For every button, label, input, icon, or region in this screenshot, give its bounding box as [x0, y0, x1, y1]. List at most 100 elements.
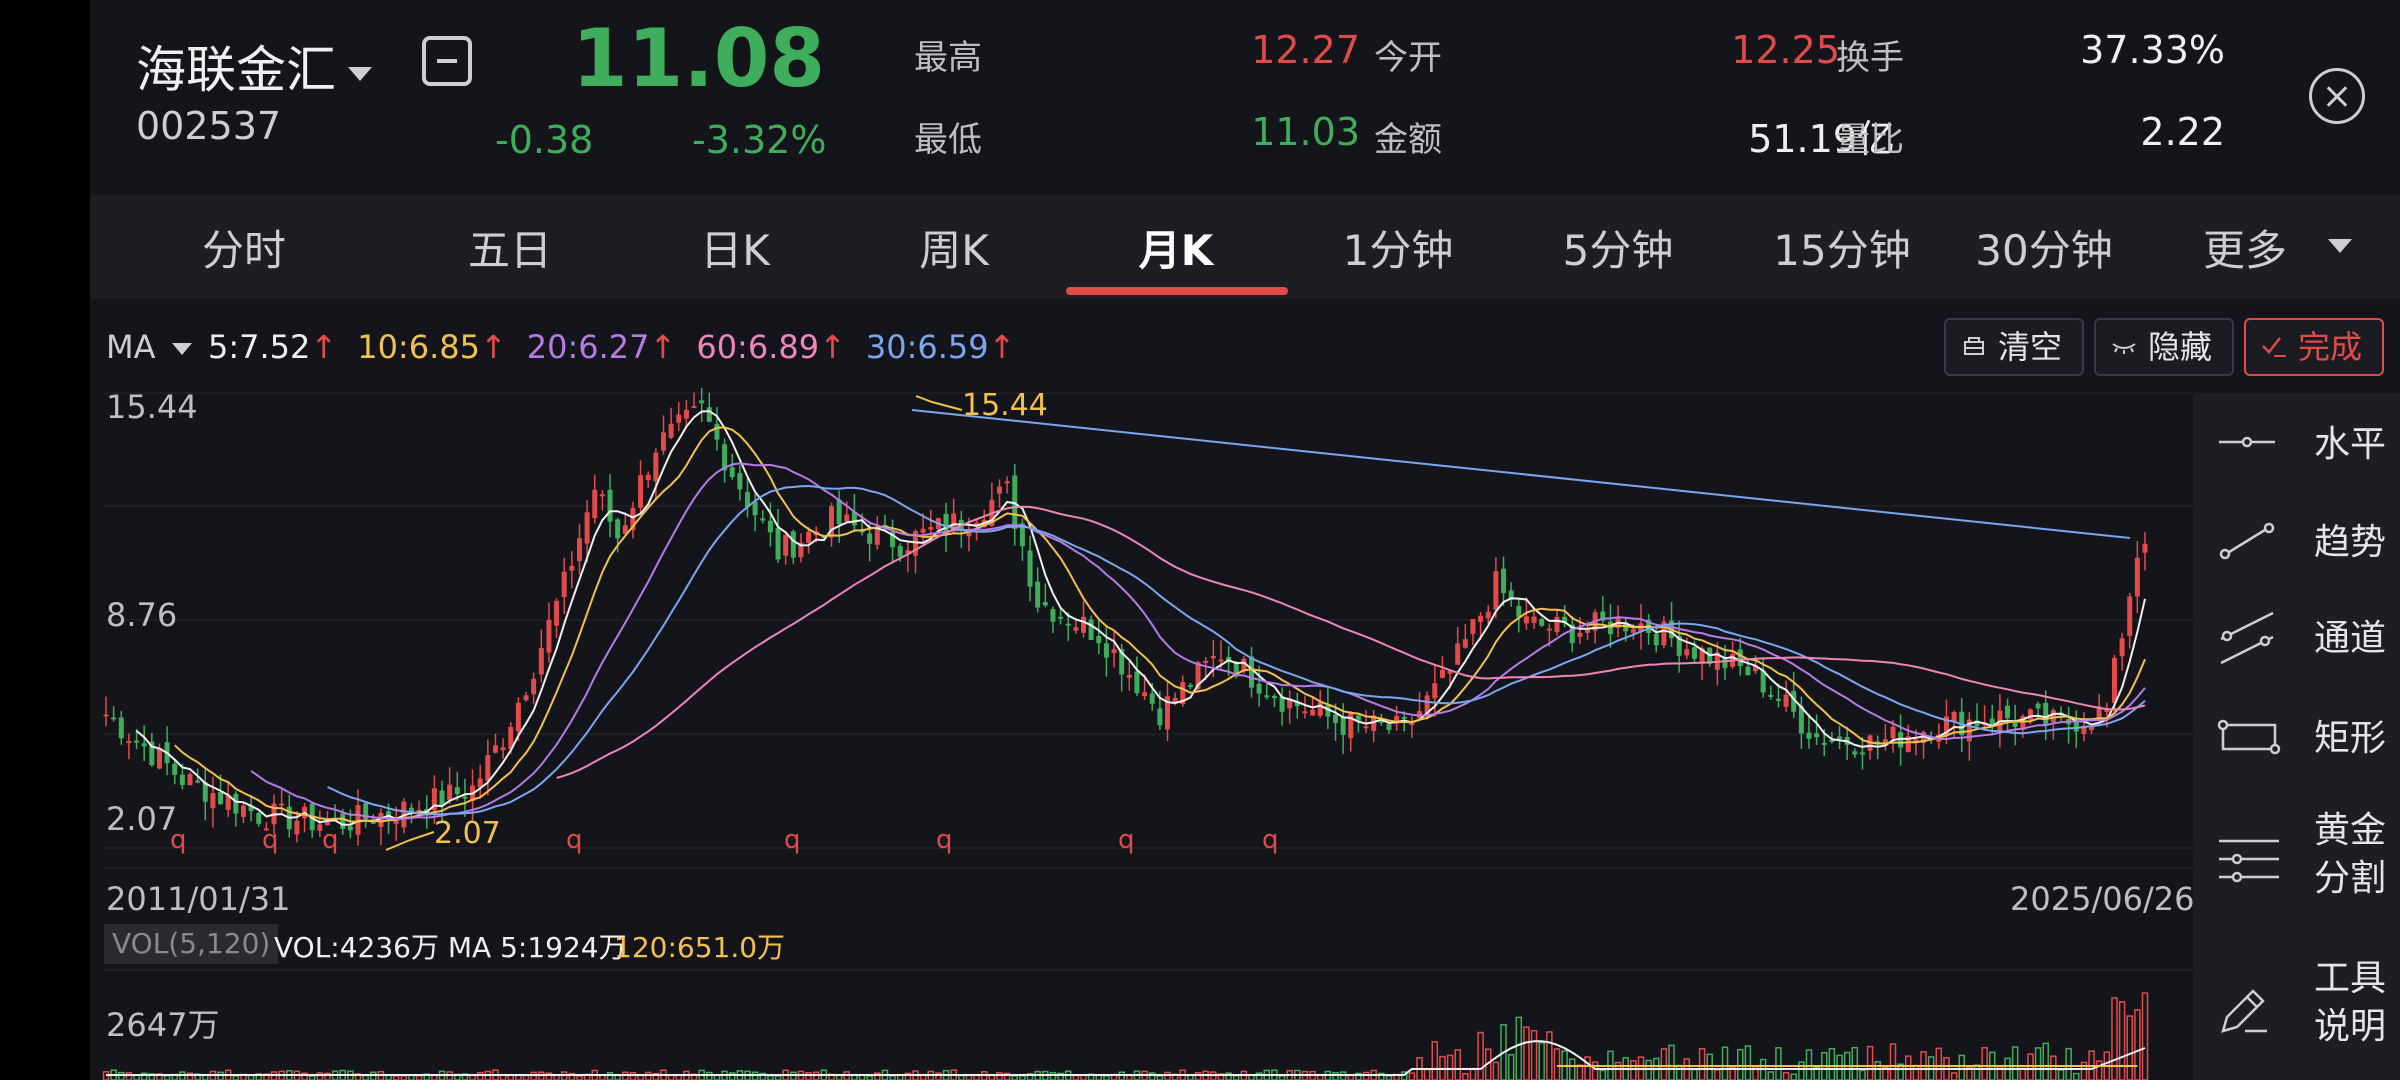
tab-more[interactable]: 更多	[2202, 226, 2288, 275]
candle-body	[386, 811, 392, 818]
candle-body	[1409, 723, 1415, 726]
volume-bar	[1194, 1072, 1202, 1080]
stat-value-turnover: 37.33%	[2080, 28, 2225, 72]
up-arrow-icon: ↑	[988, 328, 1016, 366]
candle-body	[248, 805, 254, 812]
volume-bar	[1591, 1061, 1599, 1080]
candle-body	[1661, 621, 1667, 646]
candle-body	[615, 519, 621, 539]
ma-selector[interactable]: MA	[106, 328, 192, 366]
volume-bar	[774, 1075, 782, 1080]
trend-line-icon	[2219, 522, 2275, 560]
candle-body	[195, 780, 201, 783]
close-button[interactable]	[2309, 68, 2365, 124]
candle-body	[515, 702, 521, 732]
remove-watchlist-icon[interactable]	[422, 36, 472, 86]
volume-bar	[1813, 1066, 1820, 1080]
candle-body	[1478, 615, 1484, 622]
channel-icon	[2220, 611, 2274, 665]
ma-line-30	[327, 484, 2146, 816]
tool-channel[interactable]: 通道	[2193, 603, 2400, 673]
candle-body	[187, 774, 193, 786]
volume-bar	[2011, 1046, 2019, 1080]
tool-rectangle[interactable]: 矩形	[2193, 709, 2400, 769]
candle-body	[668, 423, 674, 438]
hide-button[interactable]: 隐藏	[2094, 318, 2234, 376]
volume-bar	[1255, 1072, 1263, 1080]
candle-body	[1271, 696, 1277, 699]
tool-trend-line[interactable]: 趋势	[2193, 513, 2400, 573]
volume-bar	[538, 1071, 545, 1080]
candle-body	[1821, 742, 1827, 745]
tool-help[interactable]: 工具 说明	[2193, 955, 2400, 1065]
volume-bar	[1775, 1047, 1782, 1080]
volume-bar	[1469, 1067, 1477, 1080]
chevron-down-icon[interactable]	[2328, 239, 2352, 253]
candle-body	[1218, 659, 1224, 662]
candle-body	[1783, 694, 1789, 707]
candle-body	[1852, 751, 1858, 755]
candle-body	[355, 805, 361, 835]
tab-five-day[interactable]: 五日	[467, 226, 553, 275]
price-change: -0.38	[495, 118, 594, 162]
candle-body	[576, 538, 582, 561]
stat-value-open: 12.25	[1731, 28, 1840, 72]
volume-bar	[1507, 1054, 1515, 1080]
volume-bar	[1874, 1061, 1881, 1080]
volume-bar	[1355, 1072, 1362, 1080]
volume-bar	[1866, 1045, 1874, 1080]
clear-button[interactable]: 清空	[1944, 318, 2084, 376]
candle-body	[928, 526, 934, 530]
volume-bar	[1981, 1047, 1988, 1080]
candle-body	[920, 528, 926, 533]
y-axis-max-label: 15.44	[106, 388, 198, 426]
candle-body	[1516, 605, 1522, 618]
volume-bar	[1332, 1071, 1339, 1080]
tool-horizontal-line[interactable]: 水平	[2193, 415, 2400, 475]
volume-bar	[1492, 1061, 1500, 1080]
candle-body	[1439, 669, 1445, 678]
candle-body	[1951, 712, 1957, 722]
tool-label: 趋势	[2313, 522, 2386, 563]
candle-body	[134, 740, 140, 743]
candle-body	[1699, 648, 1705, 663]
candle-body	[1241, 658, 1247, 672]
candle-body	[294, 820, 300, 835]
candle-body	[1310, 709, 1316, 716]
candle-body	[1921, 731, 1927, 744]
volume-bar	[1118, 1071, 1125, 1080]
candle-body	[340, 813, 346, 829]
tab-weekly-k[interactable]: 周K	[919, 226, 989, 275]
candle-body	[897, 545, 903, 557]
tab-5min[interactable]: 5分钟	[1562, 226, 1674, 275]
volume-bar	[1721, 1046, 1729, 1080]
candle-body	[2005, 705, 2011, 719]
tab-1min[interactable]: 1分钟	[1342, 226, 1454, 275]
tab-monthly-k[interactable]: 月K	[1138, 226, 1214, 275]
tool-golden-ratio[interactable]: 黄金 分割	[2193, 807, 2400, 917]
candle-body	[1455, 643, 1461, 665]
tab-intraday[interactable]: 分时	[201, 226, 287, 275]
golden-ratio-icon	[2219, 839, 2279, 883]
volume-values: VOL:4236万 MA 5:1924万	[274, 931, 627, 964]
candle-body	[951, 513, 957, 530]
tab-30min[interactable]: 30分钟	[1975, 226, 2113, 275]
candle-body	[1470, 618, 1476, 634]
candle-body	[1355, 715, 1361, 721]
stat-value-amount: 51.19亿	[1748, 117, 1895, 161]
candle-body	[676, 414, 682, 423]
volume-bar	[2095, 1060, 2103, 1080]
tab-15min[interactable]: 15分钟	[1773, 226, 1911, 275]
volume-indicator-selector[interactable]: VOL(5,120)	[104, 924, 279, 964]
candle-body	[1035, 581, 1041, 608]
stat-value-low: 11.03	[1251, 110, 1360, 154]
q-marker: q	[1118, 825, 1135, 855]
tab-daily-k[interactable]: 日K	[700, 226, 770, 275]
stock-name-dropdown[interactable]: 海联金汇	[136, 30, 372, 102]
candle-body	[1256, 683, 1262, 694]
done-button[interactable]: 完成	[2244, 318, 2384, 376]
volume-bar	[1003, 1072, 1011, 1080]
candle-body	[1096, 635, 1102, 644]
volume-bar	[1767, 1071, 1775, 1080]
